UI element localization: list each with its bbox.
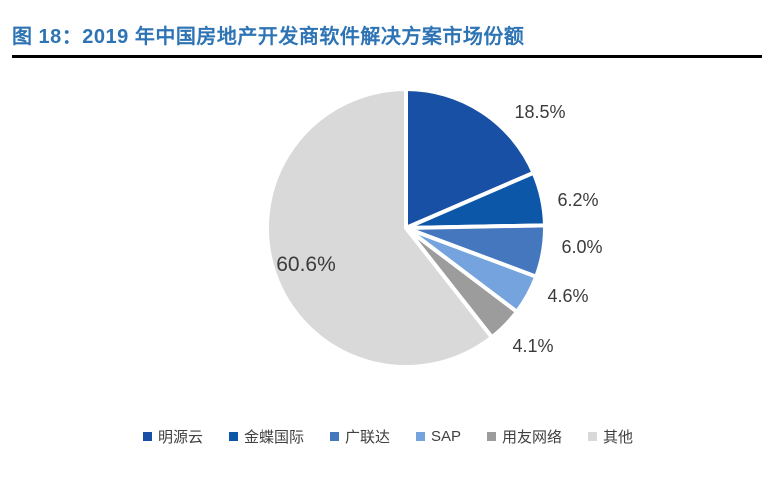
legend-swatch	[142, 432, 152, 441]
legend-label: 明源云	[157, 429, 203, 446]
pie-label-3: 6.0%	[561, 237, 602, 257]
legend-label: SAP	[431, 428, 462, 445]
pie-label-2: 6.2%	[557, 190, 598, 210]
pie-label-1: 18.5%	[514, 102, 565, 122]
legend-swatch	[487, 432, 497, 441]
legend-swatch	[228, 432, 238, 441]
chart-legend: 明源云 金蝶国际 广联达 SAP 用友网络 其他	[0, 426, 776, 447]
legend-item-4: SAP	[416, 428, 461, 445]
pie-label-5: 4.1%	[512, 336, 553, 356]
legend-item-3: 广联达	[329, 426, 390, 447]
legend-swatch	[588, 432, 598, 441]
legend-item-1: 明源云	[142, 426, 203, 447]
pie-label-4: 4.6%	[547, 286, 588, 306]
legend-label: 其他	[603, 429, 634, 446]
legend-item-6: 其他	[588, 426, 633, 447]
legend-swatch	[416, 432, 425, 441]
pie-chart: 18.5% 6.2% 6.0% 4.6% 4.1% 60.6%	[265, 87, 603, 369]
legend-item-2: 金蝶国际	[228, 426, 304, 447]
pie-slice-1	[404, 87, 536, 230]
legend-swatch	[329, 432, 339, 441]
legend-label: 用友网络	[502, 429, 563, 446]
title-underline	[12, 55, 762, 58]
pie-slice-6	[265, 87, 494, 369]
figure-title: 图 18：2019 年中国房地产开发商软件解决方案市场份额	[12, 26, 525, 48]
legend-label: 广联达	[344, 429, 390, 446]
pie-label-6: 60.6%	[276, 253, 336, 276]
legend-label: 金蝶国际	[243, 429, 304, 446]
legend-item-5: 用友网络	[487, 426, 562, 447]
